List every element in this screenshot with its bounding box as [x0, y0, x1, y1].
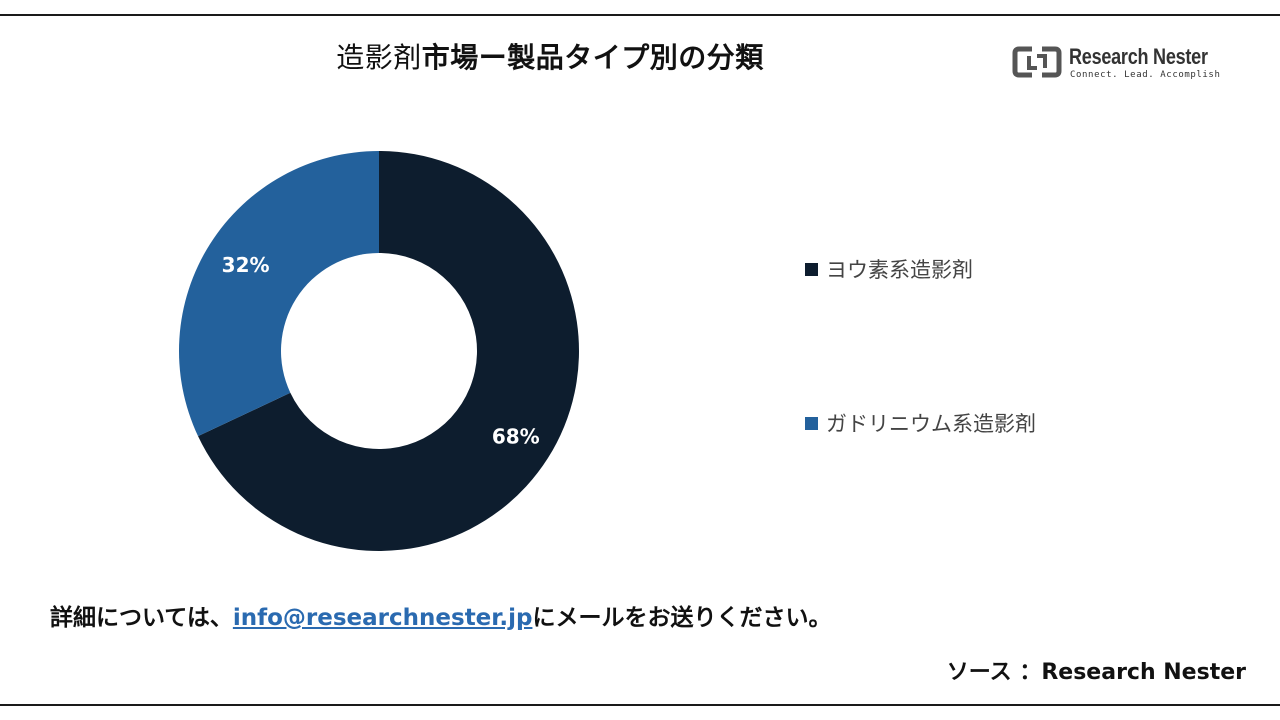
donut-slice	[178, 151, 379, 437]
chart-title: 造影剤市場ー製品タイプ別の分類	[0, 36, 1100, 76]
research-nester-logo: Research Nester Connect. Lead. Accomplis…	[1012, 44, 1232, 84]
chart-title-part2: 市場ー製品タイプ別の分類	[421, 41, 764, 74]
legend-label: ヨウ素系造影剤	[826, 258, 973, 282]
legend-label: ガドリニウム系造影剤	[826, 412, 1036, 436]
contact-email-link[interactable]: info@researchnester.jp	[232, 605, 533, 631]
slice-value-label: 32%	[222, 253, 270, 277]
legend-swatch	[805, 416, 818, 430]
source-credit: ソース ：Research Nester	[946, 660, 1246, 685]
top-rule	[0, 14, 1280, 16]
legend-entry: ヨウ素系造影剤	[805, 254, 973, 284]
contact-prefix: 詳細については、	[50, 605, 233, 631]
contact-line: 詳細については、info@researchnester.jpにメールをお送りくだ…	[50, 598, 831, 632]
logo-mark-icon	[1012, 46, 1062, 78]
contact-suffix: にメールをお送りください。	[532, 605, 832, 631]
legend-swatch	[805, 262, 818, 276]
bottom-rule	[0, 704, 1280, 706]
chart-title-part1: 造影剤	[336, 41, 422, 74]
logo-name-bold: Research	[1069, 44, 1149, 69]
donut-slice	[198, 151, 580, 551]
logo-tagline: Connect. Lead. Accomplish	[1070, 70, 1221, 80]
slice-value-label: 68%	[492, 424, 540, 448]
legend-entry: ガドリニウム系造影剤	[805, 408, 1036, 438]
logo-name-light: Nester	[1148, 44, 1208, 69]
logo-name: Research Nester	[1069, 44, 1208, 70]
